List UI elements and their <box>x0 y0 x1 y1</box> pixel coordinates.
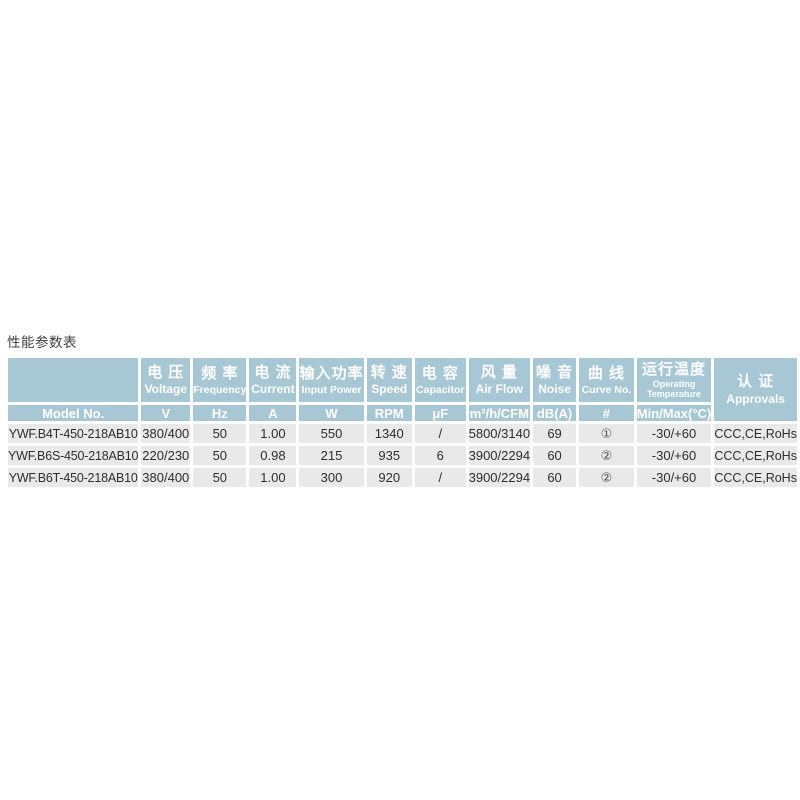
unit-curve-no: # <box>579 405 634 421</box>
header-col-approvals: 认 证 Approvals <box>714 358 797 421</box>
cell-capacitor: / <box>414 424 466 443</box>
header-capacitor-en: Capacitor <box>416 383 465 396</box>
header-col-current: 电 流 Current <box>249 358 297 402</box>
header-voltage-zh: 电 压 <box>147 364 185 382</box>
unit-capacitor: μF <box>414 405 466 421</box>
header-noise-zh: 噪 音 <box>535 364 574 382</box>
cell-input-power: 550 <box>299 424 364 443</box>
cell-current: 0.98 <box>249 446 297 465</box>
cell-frequency: 50 <box>193 424 247 443</box>
header-capacitor-zh: 电 容 <box>421 365 459 383</box>
cell-curve-no: ② <box>579 468 634 487</box>
header-air-flow-en: Air Flow <box>475 381 523 396</box>
unit-noise: dB(A) <box>533 405 577 421</box>
header-col-voltage: 电 压 Voltage <box>141 358 191 402</box>
cell-curve-no: ② <box>579 446 634 465</box>
unit-input-power: W <box>299 405 364 421</box>
cell-air-flow: 3900/2294 <box>468 468 531 487</box>
header-speed-zh: 转 速 <box>370 364 408 382</box>
header-frequency-zh: 频 率 <box>201 365 239 383</box>
header-row-units: Model No. V Hz A W RPM μF m³/h/CFM dB(A)… <box>8 405 797 421</box>
cell-current: 1.00 <box>249 424 297 443</box>
header-frequency-en: Frequency <box>193 383 247 396</box>
cell-approvals: CCC,CE,RoHs <box>714 468 797 487</box>
cell-current: 1.00 <box>249 468 297 487</box>
cell-noise: 60 <box>533 468 577 487</box>
header-col-input-power: 输入功率 Input Power <box>299 358 364 402</box>
cell-operating-temperature: -30/+60 <box>636 424 712 443</box>
unit-voltage: V <box>141 405 191 421</box>
header-col-noise: 噪 音 Noise <box>533 358 577 402</box>
cell-air-flow: 5800/3140 <box>468 424 531 443</box>
page-title: 性能参数表 <box>7 335 77 350</box>
header-col-operating-temperature: 运行温度 Operating Temperature <box>636 358 712 402</box>
header-input-power-en: Input Power <box>301 383 362 396</box>
unit-operating-temperature: Min/Max(°C) <box>636 405 712 421</box>
cell-approvals: CCC,CE,RoHs <box>714 446 797 465</box>
header-noise-en: Noise <box>538 381 571 396</box>
unit-current: A <box>249 405 297 421</box>
cell-noise: 69 <box>533 424 577 443</box>
header-input-power-zh: 输入功率 <box>299 365 364 383</box>
cell-voltage: 380/400 <box>141 424 191 443</box>
header-voltage-en: Voltage <box>144 381 188 396</box>
header-current-zh: 电 流 <box>254 364 292 382</box>
cell-speed: 935 <box>366 446 412 465</box>
table-row: YWF.B6T-450-218AB10 380/400 50 1.00 300 … <box>8 468 797 487</box>
header-curve-no-zh: 曲 线 <box>587 365 625 383</box>
performance-spec-table: 电 压 Voltage 频 率 Frequency 电 流 Current 输入… <box>5 355 800 490</box>
cell-model-no: YWF.B6S-450-218AB10 <box>8 446 139 465</box>
cell-curve-no: ① <box>579 424 634 443</box>
cell-air-flow: 3900/2294 <box>468 446 531 465</box>
cell-speed: 1340 <box>366 424 412 443</box>
cell-noise: 60 <box>533 446 577 465</box>
header-model-no: Model No. <box>8 405 139 421</box>
unit-frequency: Hz <box>193 405 247 421</box>
cell-capacitor: / <box>414 468 466 487</box>
header-operating-temperature-zh: 运行温度 <box>642 361 707 379</box>
cell-frequency: 50 <box>193 446 247 465</box>
header-col-speed: 转 速 Speed <box>366 358 412 402</box>
header-col-capacitor: 电 容 Capacitor <box>414 358 466 402</box>
cell-voltage: 380/400 <box>141 468 191 487</box>
cell-input-power: 300 <box>299 468 364 487</box>
header-operating-temperature-en: Operating Temperature <box>647 378 701 399</box>
cell-operating-temperature: -30/+60 <box>636 468 712 487</box>
unit-speed: RPM <box>366 405 412 421</box>
cell-capacitor: 6 <box>414 446 466 465</box>
cell-model-no: YWF.B6T-450-218AB10 <box>8 468 139 487</box>
header-col-frequency: 频 率 Frequency <box>193 358 247 402</box>
header-blank-cell <box>8 358 139 402</box>
header-speed-en: Speed <box>371 381 408 396</box>
unit-air-flow: m³/h/CFM <box>468 405 531 421</box>
header-approvals-en: Approvals <box>726 392 785 407</box>
header-col-air-flow: 风 量 Air Flow <box>468 358 531 402</box>
cell-frequency: 50 <box>193 468 247 487</box>
header-approvals-zh: 认 证 <box>737 372 775 390</box>
header-row-main: 电 压 Voltage 频 率 Frequency 电 流 Current 输入… <box>8 358 797 421</box>
cell-model-no: YWF.B4T-450-218AB10 <box>8 424 139 443</box>
header-curve-no-en: Curve No. <box>581 383 632 396</box>
header-air-flow-zh: 风 量 <box>480 364 518 382</box>
header-current-en: Current <box>251 381 295 396</box>
cell-operating-temperature: -30/+60 <box>636 446 712 465</box>
cell-voltage: 220/230 <box>141 446 191 465</box>
cell-input-power: 215 <box>299 446 364 465</box>
cell-speed: 920 <box>366 468 412 487</box>
cell-approvals: CCC,CE,RoHs <box>714 424 797 443</box>
table-row: YWF.B4T-450-218AB10 380/400 50 1.00 550 … <box>8 424 797 443</box>
table-row: YWF.B6S-450-218AB10 220/230 50 0.98 215 … <box>8 446 797 465</box>
header-col-curve-no: 曲 线 Curve No. <box>579 358 634 402</box>
